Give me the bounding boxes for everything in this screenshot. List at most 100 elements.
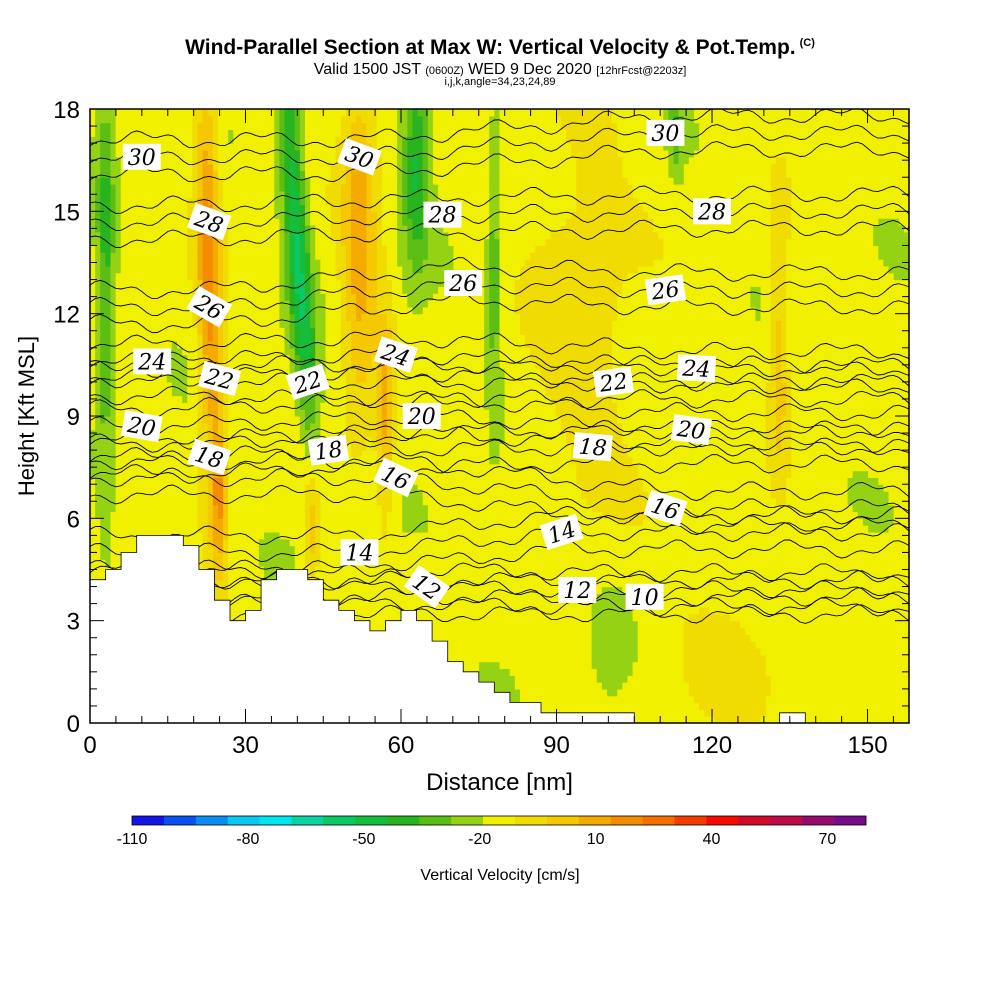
- contour-label-text: 20: [125, 413, 158, 443]
- colorbar-tick-label: 70: [819, 831, 837, 848]
- chart-subtitle: Valid 1500 JST (0600Z) WED 9 Dec 2020 [1…: [0, 61, 1000, 79]
- colorbar-swatch: [610, 816, 643, 825]
- colorbar-tick-label: 40: [703, 831, 721, 848]
- colorbar: -110 -80 -50 -20 10 40 70 Vertical Velocity [cm…: [117, 815, 867, 884]
- x-tick-label: 60: [388, 732, 415, 759]
- theta-contour-line: [90, 257, 909, 300]
- colorbar-swatch: [642, 816, 675, 825]
- contour-label-box: [122, 143, 161, 170]
- contour-label-text: 14: [346, 541, 374, 566]
- colorbar-swatch: [163, 816, 197, 825]
- contour-label-box: [644, 274, 687, 306]
- theta-contour-label: 14: [340, 539, 379, 566]
- contour-label-text: 30: [128, 146, 156, 171]
- theta-contour-label: 30: [646, 119, 685, 147]
- colorbar-swatch: [195, 816, 229, 825]
- theta-contour-label: 18: [572, 432, 613, 462]
- contour-label-box: [572, 432, 613, 462]
- contour-label-text: 20: [674, 417, 706, 446]
- theta-contour-label: 26: [444, 270, 483, 297]
- theta-contour-line: [90, 576, 909, 600]
- theta-contour-line: [90, 185, 909, 214]
- contour-label-text: 12: [563, 579, 591, 604]
- theta-contour-line: [90, 454, 909, 484]
- x-tick-label: 150: [848, 732, 888, 759]
- x-axis-label: Distance [nm]: [426, 769, 573, 796]
- theta-contour-line: [90, 539, 909, 580]
- colorbar-swatch: [546, 816, 580, 825]
- theta-contour-line: [90, 467, 909, 519]
- colorbar-swatch: [355, 816, 388, 825]
- contour-label-box: [444, 270, 483, 296]
- theta-contour-label: 12: [558, 577, 597, 604]
- theta-contour-label: 18: [187, 438, 232, 476]
- y-tick-label: 12: [53, 302, 80, 329]
- theta-contour-line: [90, 291, 909, 334]
- y-tick-label: 9: [67, 404, 80, 431]
- terrain-mask: [90, 535, 909, 723]
- y-tick-label: 6: [67, 506, 80, 533]
- contour-label-box: [340, 539, 379, 566]
- colorbar-swatch: [451, 816, 484, 825]
- theta-contour-line: [90, 522, 909, 563]
- theta-contour-label: 24: [373, 336, 418, 373]
- contour-label-text: 26: [649, 277, 681, 306]
- contour-label-box: [285, 363, 330, 401]
- theta-contour-line: [90, 484, 909, 536]
- theta-contour-line: [90, 420, 909, 450]
- colorbar-swatch: [132, 816, 165, 825]
- colorbar-swatch: [674, 816, 707, 825]
- colorbar-swatch: [738, 816, 771, 825]
- y-tick-label: 0: [67, 711, 80, 738]
- grid-indices: i,j,k,angle=34,23,24,89: [444, 76, 556, 88]
- contour-label-box: [643, 489, 688, 527]
- theta-contour-label: 22: [592, 366, 635, 398]
- contour-label-text: 18: [313, 437, 344, 466]
- contour-label-box: [133, 348, 172, 375]
- theta-contour-line: [90, 141, 909, 183]
- theta-contour-label: 30: [122, 143, 161, 171]
- theta-contour-line: [90, 385, 909, 409]
- y-tick-label: 15: [53, 199, 80, 226]
- copyright-mark: (C): [799, 37, 815, 49]
- colorbar-swatch: [578, 816, 611, 825]
- theta-contour-label: 28: [423, 201, 462, 229]
- x-tick-label: 0: [83, 732, 96, 759]
- theta-contour-label: 16: [643, 489, 688, 527]
- contour-label-box: [186, 286, 233, 328]
- contour-label-box: [120, 410, 163, 443]
- colorbar-swatch: [323, 816, 356, 825]
- x-tick-label: 120: [692, 732, 732, 759]
- contour-label-text: 28: [428, 204, 457, 229]
- y-axis-label: Height [Kft MSL]: [14, 336, 39, 496]
- y-tick-label: 3: [67, 609, 80, 636]
- colorbar-tick-label: -110: [117, 831, 148, 848]
- contour-label-text: 30: [651, 122, 679, 147]
- contour-label-box: [403, 565, 450, 609]
- theta-contour-line: [90, 426, 909, 457]
- colorbar-swatch: [834, 816, 867, 825]
- theta-contour-label: 10: [625, 583, 664, 611]
- x-tick-label: 90: [543, 732, 570, 759]
- contour-label-box: [676, 354, 717, 383]
- colorbar-swatch: [419, 816, 452, 825]
- contour-label-box: [307, 434, 350, 466]
- contour-label-box: [646, 119, 685, 146]
- contour-label-text: 20: [407, 405, 436, 430]
- contour-label-text: 10: [631, 586, 659, 611]
- colorbar-tick-label: 10: [587, 831, 605, 848]
- contour-label-box: [693, 198, 731, 225]
- contour-label-text: 22: [597, 369, 629, 398]
- contour-label-box: [558, 577, 597, 603]
- colorbar-swatch: [483, 816, 516, 825]
- contour-label-box: [625, 583, 664, 610]
- theta-contour-line: [90, 505, 909, 546]
- contour-label-text: 24: [681, 356, 711, 382]
- contour-label-box: [670, 414, 712, 446]
- x-tick-label: 30: [232, 732, 259, 759]
- colorbar-swatch: [802, 816, 835, 825]
- contour-label-box: [423, 201, 462, 228]
- contour-label-box: [539, 513, 584, 551]
- theta-contour-label: 24: [676, 354, 717, 383]
